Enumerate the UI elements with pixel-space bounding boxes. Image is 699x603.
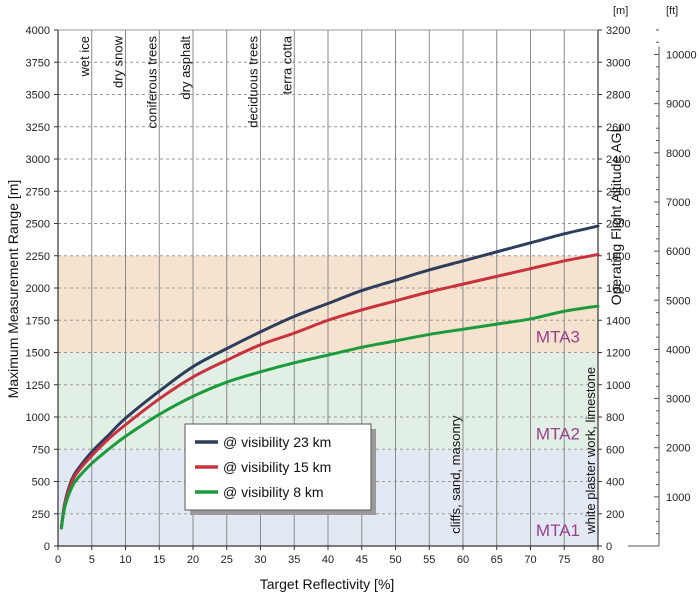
material-label: dry asphalt [178,36,193,100]
x-tick-label: 60 [457,554,469,566]
x-tick-label: 55 [423,554,435,566]
material-label: terra cotta [279,35,294,94]
y2-tick-label: 2000 [606,219,630,231]
series-line-2 [59,252,600,530]
legend-label: @ visibility 15 km [223,459,331,475]
x-tick-label: 75 [558,554,570,566]
y-tick-label: 1500 [26,348,50,360]
band-labels: MTA1 MTA2 MTA3 [536,328,580,541]
y-tick-label: 3000 [26,154,50,166]
y2-tick-label: 2600 [606,122,630,134]
plot-frame [57,29,599,547]
y2-tick-label: 2400 [606,154,630,166]
y-tick-label: 0 [44,541,50,553]
y-tick-label: 250 [32,509,50,521]
y3-tick-label: 3000 [666,394,690,406]
x-tick-label: 10 [119,554,131,566]
legend-label: @ visibility 8 km [223,484,324,500]
y-tick-label: 3500 [26,90,50,102]
y2-tick-label: 1200 [606,348,630,360]
y3-tick-label: 1000 [666,492,690,504]
y3-tick-label: 10000 [666,50,697,62]
x-tick-label: 20 [187,554,199,566]
y3-tick-label: 2000 [666,443,690,455]
y-tick-label: 4000 [26,25,50,37]
y3-tick-label: 9000 [666,99,690,111]
y-tick-label: 750 [32,444,50,456]
band-label-mta2: MTA2 [536,424,580,443]
x-tick-label: 50 [389,554,401,566]
x-tick-label: 0 [55,554,61,566]
x-tick-labels: 0 5 10 15 20 25 30 35 40 45 50 55 60 65 70 75 80 [55,546,604,566]
y-tick-label: 1000 [26,412,50,424]
y2-tick-label: 0 [606,541,612,553]
y-tick-label: 1750 [26,315,50,327]
y-tick-label: 2000 [26,283,50,295]
y2-tick-label: 600 [606,444,624,456]
y2-tick-label: 200 [606,509,624,521]
x-tick-label: 35 [288,554,300,566]
y2-unit-label: [m] [613,5,628,17]
y-axis-title: Maximum Measurement Range [m] [5,180,21,399]
band-label-mta1: MTA1 [536,521,580,540]
series-line-1 [59,224,600,530]
y2-axis-title: Operating Flight Altitude AGL [608,125,624,306]
y2-tick-label: 1400 [606,315,630,327]
x-tick-label: 30 [254,554,266,566]
material-label: coniferous trees [144,36,159,129]
x-tick-label: 70 [524,554,536,566]
x-tick-label: 5 [89,554,95,566]
altitude-ft-axis: 1000 2000 3000 4000 5000 6000 7000 8000 9000 1000… [628,29,697,547]
band-label-mta3: MTA3 [536,328,580,347]
y2-tick-label: 2800 [606,90,630,102]
x-tick-label: 15 [153,554,165,566]
y2-tick-label: 3200 [606,25,630,37]
series-line-3 [59,304,600,530]
y-tick-label: 2500 [26,219,50,231]
y3-tick-label: 4000 [666,344,690,356]
y-tick-label: 3250 [26,122,50,134]
y2-tick-label: 800 [606,412,624,424]
y2-tick-label: 1000 [606,380,630,392]
x-axis-title: Target Reflectivity [%] [260,576,395,592]
series-lines [59,224,600,530]
y2-tick-label: 2200 [606,186,630,198]
y2-tick-label: 400 [606,477,624,489]
x-tick-label: 65 [491,554,503,566]
x-tick-label: 25 [221,554,233,566]
y2-tick-label: 1800 [606,251,630,263]
y3-tick-label: 7000 [666,197,690,209]
y3-tick-label: 5000 [666,295,690,307]
material-label: wet ice [77,36,92,77]
y2-tick-label: 1600 [606,283,630,295]
x-tick-label: 45 [356,554,368,566]
y-tick-labels: 0 250 500 750 1000 1250 1500 1750 2000 2250 2500 27… [26,25,58,553]
material-label: cliffs, sand, masonry [448,415,463,534]
y2-tick-label: 3000 [606,57,630,69]
y-tick-label: 2250 [26,251,50,263]
y-tick-label: 3750 [26,57,50,69]
x-tick-label: 40 [322,554,334,566]
y-tick-label: 500 [32,477,50,489]
material-label: dry snow [111,35,126,88]
material-label: deciduous trees [246,36,261,128]
y-tick-label: 1250 [26,380,50,392]
legend: @ visibility 23 km @ visibility 15 km @ vi… [184,423,376,515]
legend-label: @ visibility 23 km [223,434,331,450]
material-labels: wet ice dry snow coniferous trees dry aspha… [77,35,598,535]
y3-tick-label: 6000 [666,246,690,258]
y-tick-label: 2750 [26,186,50,198]
material-label: white plaster work, limestone [583,367,598,535]
altitude-m-axis: 0 200 400 600 800 1000 1200 1400 1600 1800 2000 220… [598,25,630,553]
y3-unit-label: [ft] [666,5,678,17]
y3-tick-label: 8000 [666,148,690,160]
x-tick-label: 80 [592,554,604,566]
